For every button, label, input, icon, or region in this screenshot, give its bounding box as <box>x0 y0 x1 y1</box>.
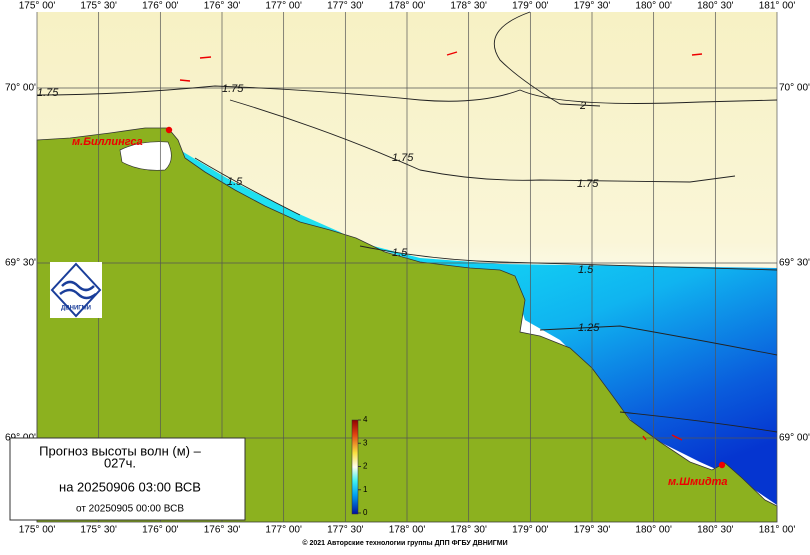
contour-label: 1.75 <box>577 178 599 190</box>
lat-label: 69° 00' <box>779 433 810 444</box>
lon-label: 178° 00' <box>389 525 426 536</box>
lon-label: 179° 30' <box>574 525 611 536</box>
lon-label: 181° 00' <box>759 525 796 536</box>
contour-line <box>194 157 301 216</box>
lon-label: 175° 30' <box>80 1 117 12</box>
lon-label: 179° 30' <box>574 1 611 12</box>
colorbar-ticks: 0 1 2 3 4 <box>358 415 368 517</box>
lon-label: 180° 30' <box>697 1 734 12</box>
colorbar <box>351 419 359 515</box>
contour-label: 1.5 <box>227 176 243 188</box>
lat-label: 70° 00' <box>5 83 36 94</box>
lagoon <box>119 141 172 171</box>
contour-label: 1.75 <box>222 83 244 95</box>
lon-label: 180° 30' <box>697 525 734 536</box>
legend-issued: от 20250905 00:00 ВСВ <box>76 504 184 515</box>
contour-line <box>229 99 736 183</box>
place-label: м.Шмидта <box>668 476 728 488</box>
logo-waves <box>59 280 97 300</box>
lat-label: 69° 30' <box>779 258 810 269</box>
logo: ДВНИГМИ <box>50 262 102 318</box>
lon-label: 177° 30' <box>327 525 364 536</box>
legend-box <box>9 437 246 521</box>
contour-label: 1.5 <box>578 264 594 276</box>
contour-label: 1.75 <box>392 152 414 164</box>
contour-label: 1.25 <box>578 322 600 334</box>
lon-label: 177° 30' <box>327 1 364 12</box>
logo-text: ДВНИГМИ <box>61 306 91 312</box>
footer: © 2021 Авторские технологии группы ДПП Ф… <box>302 539 507 547</box>
lon-label: 180° 00' <box>635 525 672 536</box>
lat-label: 69° 30' <box>5 258 36 269</box>
colorbar-tick-label: 4 <box>363 415 368 424</box>
lon-label: 175° 00' <box>19 1 56 12</box>
contour-line <box>539 325 778 356</box>
lon-label: 178° 30' <box>450 1 487 12</box>
lon-label: 178° 00' <box>389 1 426 12</box>
contour-label: 2 <box>579 100 586 112</box>
lat-label: 70° 00' <box>779 83 810 94</box>
contour-line <box>493 11 601 107</box>
lon-label: 178° 30' <box>450 525 487 536</box>
sea-high-zone <box>350 240 777 505</box>
colorbar-tick-label: 2 <box>363 462 368 471</box>
lon-label: 179° 00' <box>512 1 549 12</box>
contour-line <box>36 85 778 104</box>
colorbar-tick-label: 3 <box>363 438 368 447</box>
lon-label: 176° 00' <box>142 1 179 12</box>
legend-valid: на 20250906 03:00 ВСВ <box>59 479 201 494</box>
lon-label: 177° 00' <box>265 525 302 536</box>
lon-label: 180° 00' <box>635 1 672 12</box>
colorbar-tick-label: 1 <box>363 485 368 494</box>
contour-label: 1.5 <box>392 247 408 259</box>
lon-label: 179° 00' <box>512 525 549 536</box>
contour-line <box>359 245 778 271</box>
lon-label: 177° 00' <box>265 1 302 12</box>
contour-label: 1.75 <box>37 87 59 99</box>
lon-label: 175° 00' <box>19 525 56 536</box>
legend-lead: 027ч. <box>104 455 136 470</box>
lon-label: 175° 30' <box>80 525 117 536</box>
legend-title: Прогноз высоты волн (м) – <box>39 443 201 458</box>
lon-label: 181° 00' <box>759 1 796 12</box>
logo-diamond <box>50 262 102 318</box>
lon-label: 176° 30' <box>204 1 241 12</box>
contour-line <box>619 411 778 433</box>
lon-label: 176° 30' <box>204 525 241 536</box>
lon-label: 176° 00' <box>142 525 179 536</box>
place-label: м.Биллингса <box>72 136 143 148</box>
direction-arrows <box>165 51 726 469</box>
colorbar-tick-label: 0 <box>363 508 368 517</box>
